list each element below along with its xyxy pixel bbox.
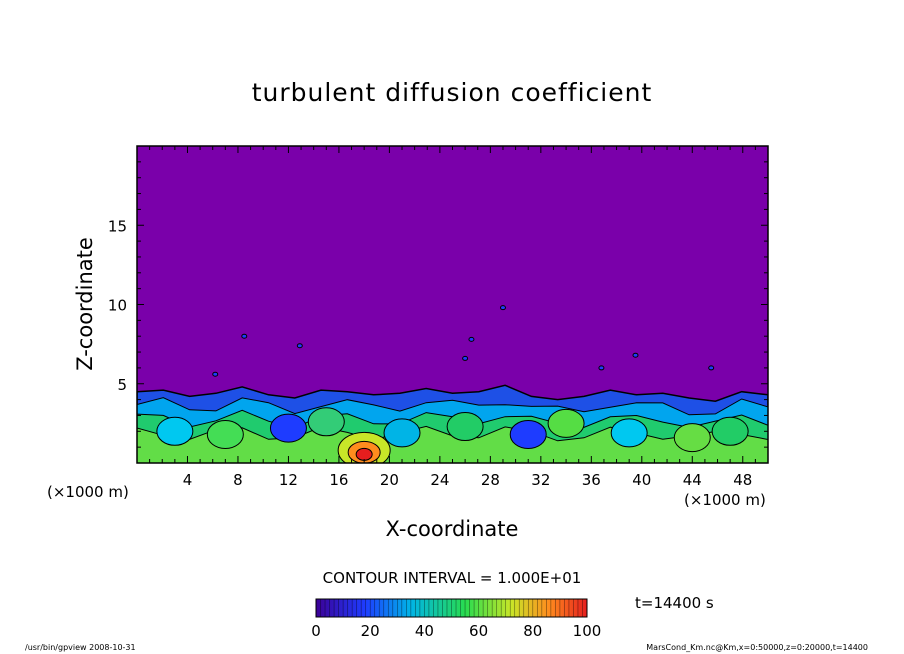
hotspot-core [355, 447, 373, 461]
y-tick-label: 15 [108, 217, 127, 235]
y-tick-label: 5 [117, 376, 127, 394]
x-tick-label: 28 [481, 471, 500, 489]
x-tick-label: 44 [683, 471, 702, 489]
isolated-contour [499, 305, 506, 311]
x-tick-label: 16 [329, 471, 348, 489]
colorbar: 0 20 40 60 80 100 [311, 598, 601, 640]
isolated-contour [468, 336, 475, 342]
colorbar-tick-label: 100 [573, 622, 602, 640]
chart-title: turbulent diffusion coefficient [252, 78, 653, 107]
x-tick-label: 40 [632, 471, 651, 489]
eddy-cell [711, 416, 749, 446]
colorbar-ticks: 0 20 40 60 80 100 [311, 622, 601, 640]
x-unit-left: (×1000 m) [47, 483, 129, 501]
x-axis-ticks: 4 8 12 16 20 24 28 32 36 40 44 48 [149, 146, 756, 489]
y-axis-ticks: 5 10 15 [108, 161, 768, 448]
plot-area [137, 146, 768, 463]
x-tick-label: 12 [279, 471, 298, 489]
colorbar-frame [315, 598, 588, 618]
eddy-cell [673, 423, 711, 453]
eddy-cell [509, 419, 547, 449]
eddy-cell [383, 418, 421, 448]
footer-left: /usr/bin/gpview 2008-10-31 [25, 643, 136, 652]
x-unit-right: (×1000 m) [684, 491, 766, 509]
colorbar-contour-lines [320, 599, 583, 617]
isolated-contour [296, 343, 303, 349]
time-label: t=14400 s [635, 594, 714, 612]
isolated-contour [598, 365, 605, 371]
contour-interval-text: CONTOUR INTERVAL = 1.000E+01 [323, 569, 582, 587]
colorbar-tick-label: 60 [469, 622, 488, 640]
y-tick-label: 10 [108, 297, 127, 315]
isolated-contour [241, 333, 248, 339]
x-tick-label: 20 [380, 471, 399, 489]
x-tick-label: 4 [183, 471, 193, 489]
colorbar-tick-label: 0 [311, 622, 321, 640]
footer-right: MarsCond_Km.nc@Km,x=0:50000,z=0:20000,t=… [646, 643, 868, 652]
colorbar-tick-label: 20 [361, 622, 380, 640]
eddy-cell [307, 407, 345, 437]
eddy-cell [547, 408, 585, 438]
isolated-contour [212, 371, 219, 377]
x-tick-label: 8 [233, 471, 243, 489]
y-axis-label: Z-coordinate [73, 237, 97, 371]
x-tick-label: 48 [733, 471, 752, 489]
x-tick-label: 32 [531, 471, 550, 489]
eddy-cell [156, 416, 194, 446]
eddy-cell [610, 418, 648, 448]
eddy-cell [446, 412, 484, 442]
colorbar-tick-label: 40 [415, 622, 434, 640]
isolated-contour [462, 355, 469, 361]
isolated-contour [632, 352, 639, 358]
x-tick-label: 24 [430, 471, 449, 489]
x-tick-label: 36 [582, 471, 601, 489]
x-axis-label: X-coordinate [386, 517, 519, 541]
eddy-cell [206, 419, 244, 449]
colorbar-tick-label: 80 [523, 622, 542, 640]
boundary-layer-field [137, 305, 768, 463]
isolated-contour [708, 365, 715, 371]
eddy-cell [269, 413, 307, 443]
